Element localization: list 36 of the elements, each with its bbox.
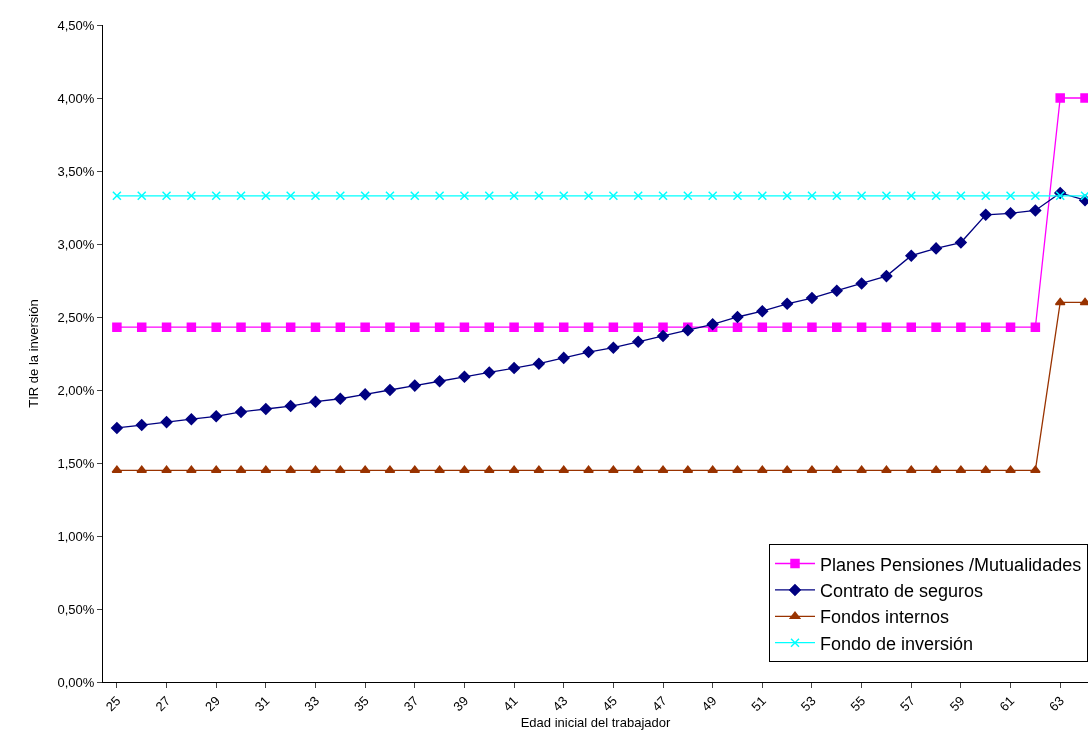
x-tick-label: 55: [847, 693, 869, 715]
y-tick-label: 1,00%: [57, 528, 95, 544]
x-tick-label: 57: [897, 693, 918, 715]
y-tick-label: 4,50%: [57, 17, 95, 33]
y-tick-label: 0,50%: [57, 601, 95, 617]
legend-label: Contrato de seguros: [820, 580, 984, 601]
x-tick-label: 51: [748, 693, 770, 715]
x-tick-label: 47: [648, 693, 670, 715]
x-tick-label: 29: [202, 693, 223, 715]
x-tick-label: 45: [599, 693, 621, 715]
x-tick-label: 25: [102, 693, 124, 715]
x-tick-label: 37: [400, 693, 422, 715]
x-tick-label: 35: [351, 693, 372, 715]
x-tick-label: 43: [549, 693, 571, 715]
y-tick-label: 2,50%: [57, 309, 95, 325]
x-tick-label: 31: [251, 693, 273, 715]
y-tick-label: 3,50%: [57, 163, 95, 179]
x-axis-title: Edad inicial del trabajador: [520, 714, 671, 730]
x-tick-label: 59: [946, 693, 968, 715]
x-tick-label: 33: [301, 693, 323, 715]
y-tick-label: 3,00%: [57, 236, 95, 252]
y-axis-title: TIR de la inversión: [26, 299, 42, 408]
legend-label: Fondos internos: [820, 607, 950, 628]
x-tick-label: 41: [499, 693, 521, 715]
x-tick-label: 49: [698, 693, 720, 715]
legend-label: Planes Pensiones /Mutualidades: [820, 554, 1082, 575]
x-tick-label: 53: [797, 693, 819, 715]
x-tick-label: 63: [1046, 693, 1067, 715]
y-tick-label: 1,50%: [57, 455, 95, 471]
x-tick-label: 39: [450, 693, 472, 715]
y-tick-label: 0,00%: [57, 674, 95, 690]
legend-label: Fondo de inversión: [820, 633, 974, 654]
x-tick-label: 27: [152, 693, 174, 715]
y-tick-label: 2,00%: [57, 382, 95, 398]
y-tick-label: 4,00%: [57, 90, 95, 106]
x-tick-label: 61: [996, 693, 1018, 715]
